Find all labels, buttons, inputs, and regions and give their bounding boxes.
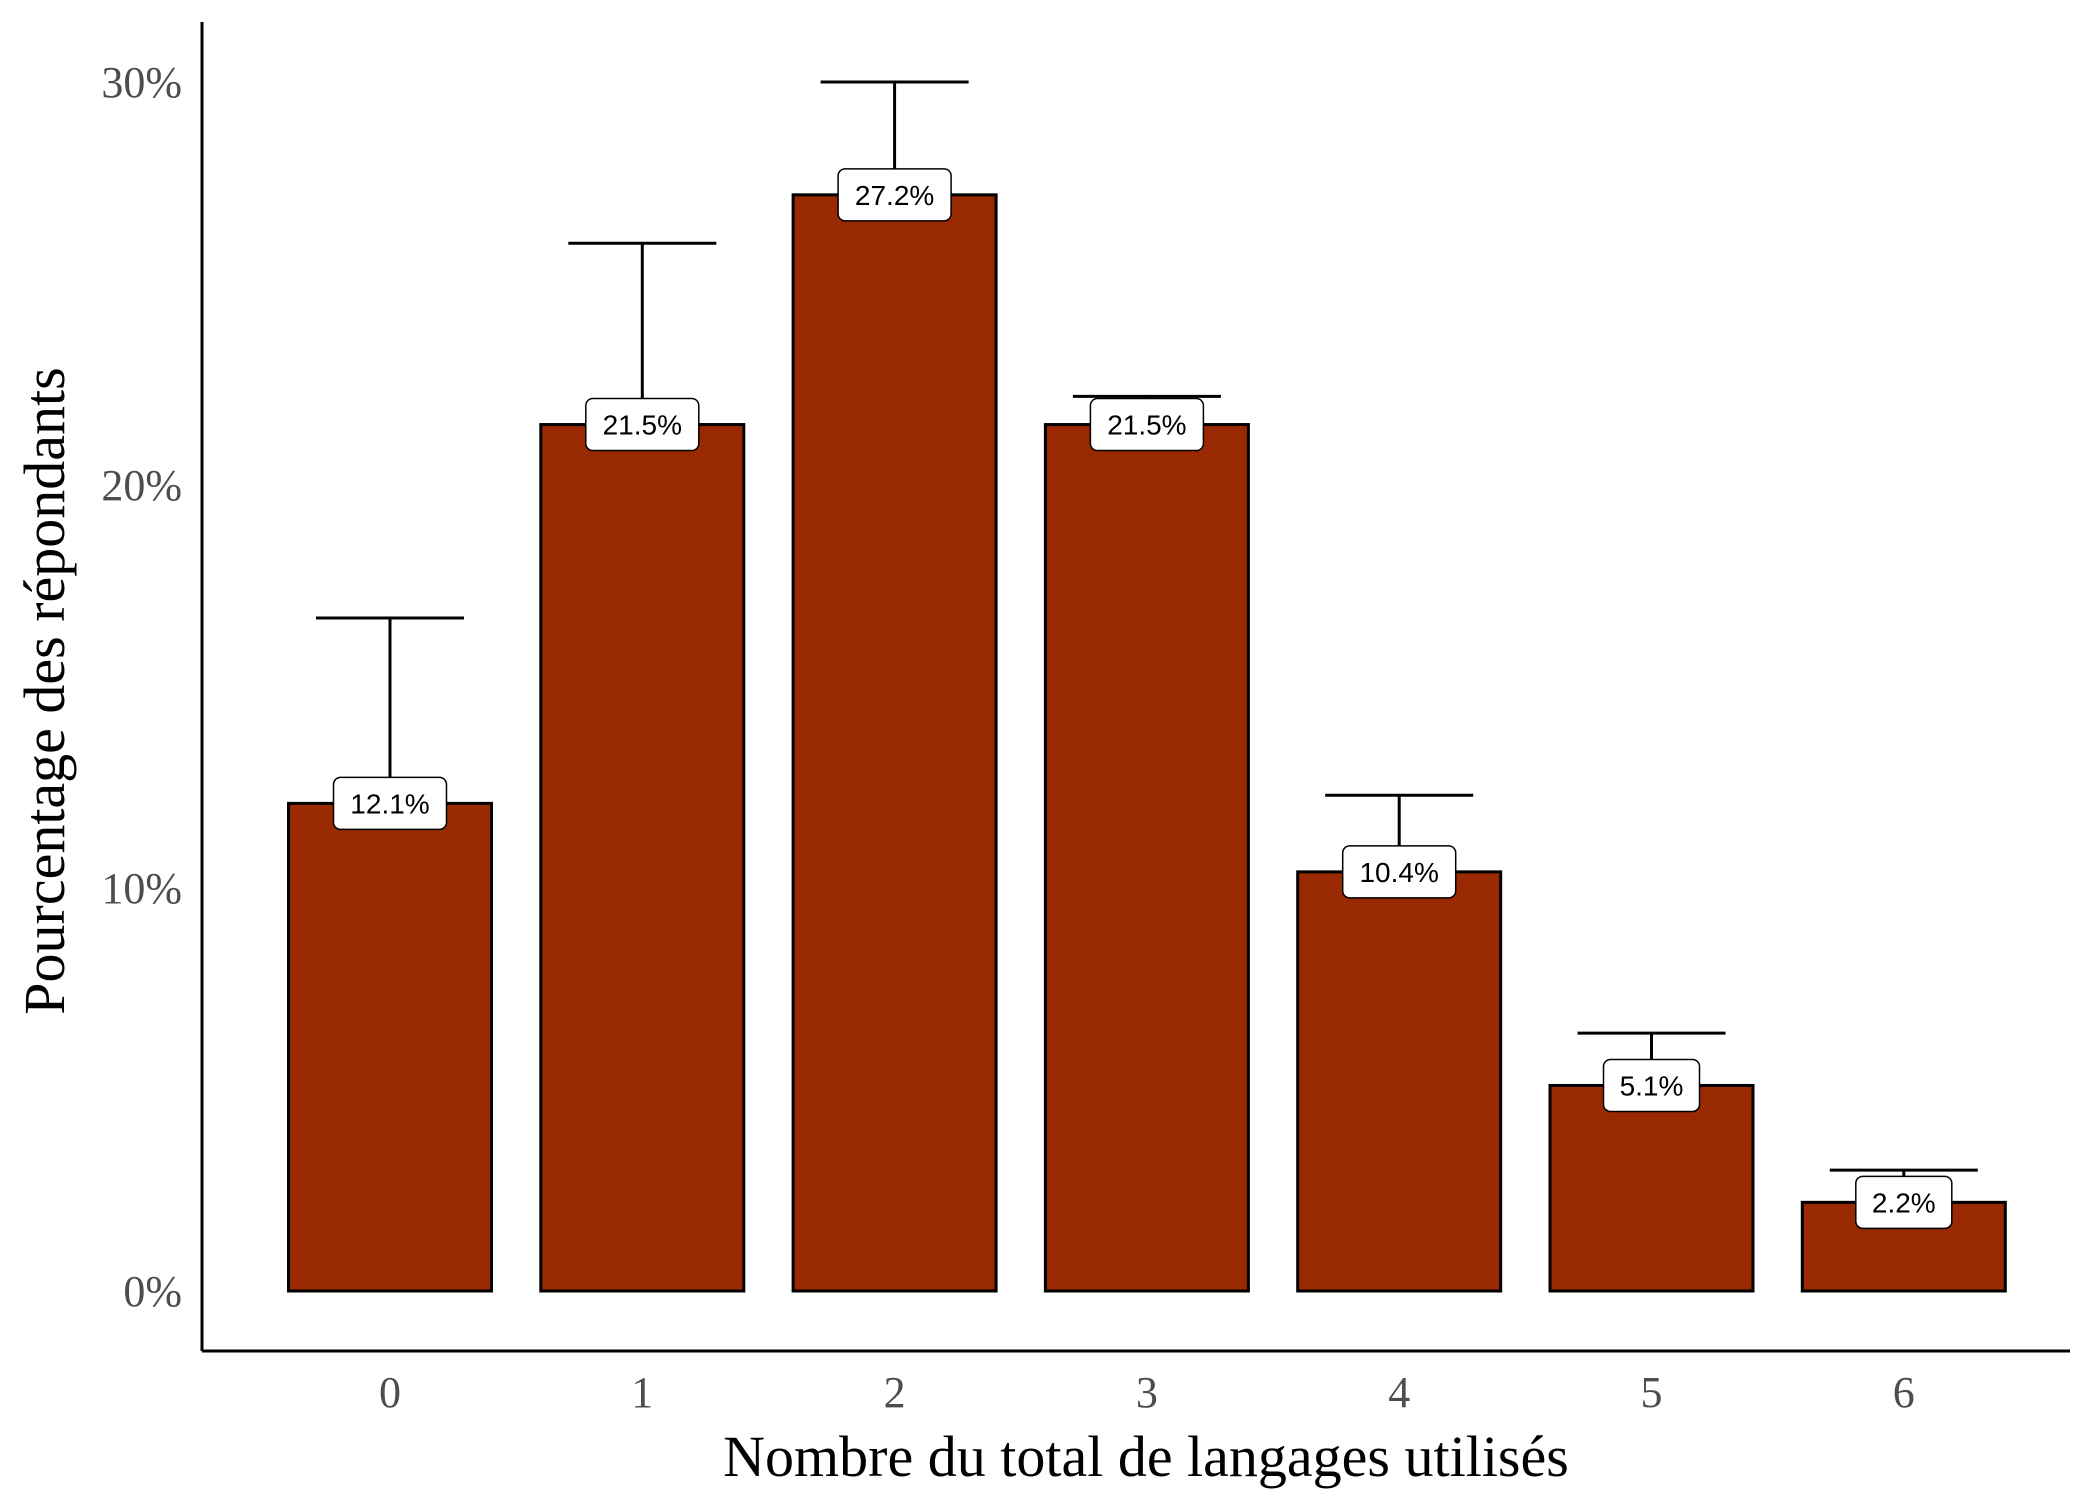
x-tick-label: 4 [1388, 1368, 1410, 1417]
error-bar [316, 616, 464, 804]
data-labels: 12.1% 21.5% 27.2% 21.5% 10.4% 5.1% 2.2% [332, 168, 1953, 1230]
data-label: 2.2% [1855, 1175, 1953, 1230]
x-tick-label: 0 [379, 1368, 401, 1417]
data-label-box [1855, 1175, 1953, 1230]
data-label: 12.1% [332, 776, 448, 831]
y-tick-labels: 0% 10% 20% 30% [101, 58, 182, 1316]
x-axis-title: Nombre du total de langages utilisés [723, 1424, 1569, 1489]
bar [1548, 1083, 1755, 1293]
bar [287, 801, 493, 1293]
data-label-text: 2.2% [1872, 1187, 1936, 1218]
bar [1296, 870, 1503, 1293]
data-label-box [1602, 1058, 1701, 1113]
error-bar [568, 241, 717, 425]
data-label-text: 21.5% [1107, 410, 1186, 441]
y-tick-label: 20% [101, 461, 182, 510]
data-label-text: 27.2% [855, 180, 934, 211]
y-tick-label: 10% [101, 864, 182, 913]
x-tick-label: 6 [1893, 1368, 1915, 1417]
data-label-text: 5.1% [1620, 1070, 1684, 1101]
x-tick-label: 3 [1136, 1368, 1158, 1417]
x-tick-label: 2 [884, 1368, 906, 1417]
x-tick-label: 5 [1641, 1368, 1663, 1417]
bar [1043, 423, 1250, 1293]
y-tick-label: 30% [101, 58, 182, 107]
data-label-text: 12.1% [350, 788, 429, 819]
y-tick-label: 0% [123, 1267, 182, 1316]
data-label: 5.1% [1602, 1058, 1701, 1113]
data-label: 21.5% [1089, 397, 1205, 452]
bar [1800, 1200, 2007, 1293]
bar [791, 193, 998, 1293]
data-label: 27.2% [837, 168, 952, 222]
data-label-box [1341, 845, 1457, 899]
x-tick-label: 1 [631, 1368, 653, 1417]
bar [539, 423, 746, 1293]
data-label-box [332, 776, 448, 831]
y-axis-title: Pourcentage des répondants [12, 367, 77, 1014]
data-label: 10.4% [1341, 845, 1457, 899]
data-label-box [1089, 397, 1205, 452]
bars [287, 193, 2007, 1293]
data-label: 21.5% [585, 397, 700, 452]
data-label-text: 10.4% [1359, 857, 1438, 888]
data-label-box [585, 397, 700, 452]
x-tick-labels: 0 1 2 3 4 5 6 [379, 1368, 1915, 1417]
data-label-text: 21.5% [603, 410, 682, 441]
data-label-box [837, 168, 952, 222]
